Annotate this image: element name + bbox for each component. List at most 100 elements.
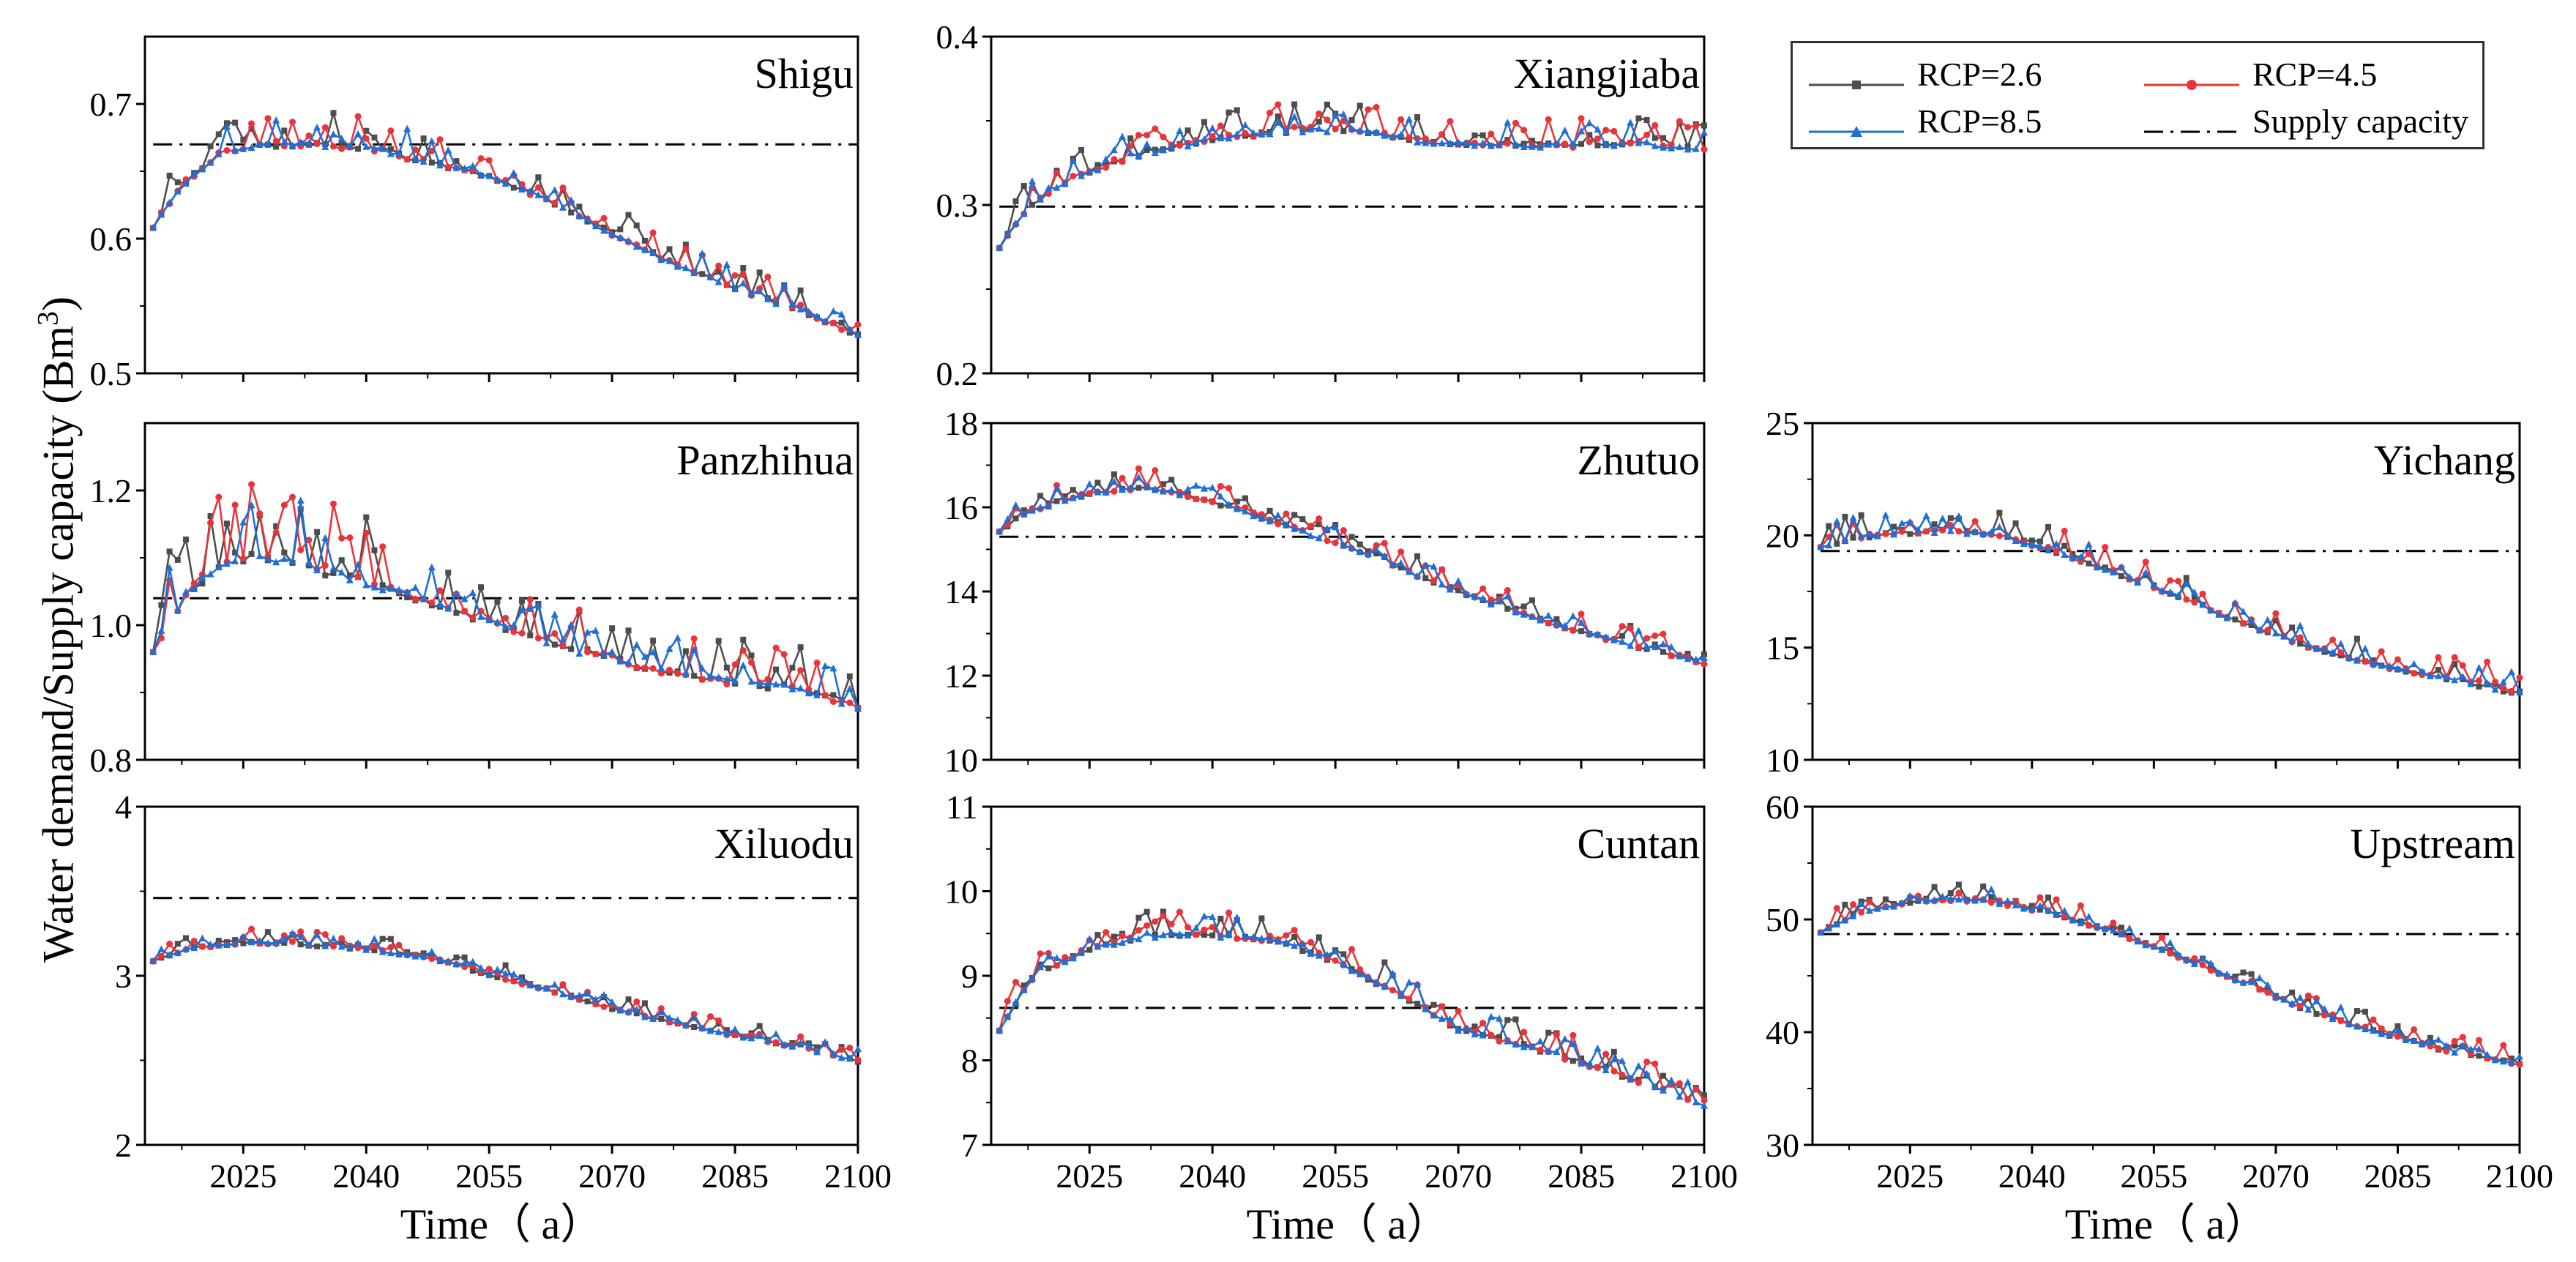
- data-point: [1102, 155, 1110, 163]
- data-point: [1463, 589, 1471, 597]
- data-point: [641, 1000, 648, 1007]
- data-point: [1471, 141, 1479, 149]
- data-point: [1110, 488, 1118, 495]
- data-point: [288, 929, 296, 937]
- data-point: [1283, 932, 1290, 939]
- data-point: [1528, 1042, 1536, 1050]
- data-point: [509, 169, 518, 176]
- data-point: [1931, 521, 1938, 528]
- data-point: [838, 326, 845, 333]
- data-point: [264, 115, 272, 122]
- data-point: [453, 610, 460, 616]
- data-point: [1192, 931, 1200, 938]
- data-point: [1841, 916, 1849, 924]
- data-point: [1979, 530, 1987, 537]
- data-point: [1643, 138, 1651, 146]
- data-point: [2190, 588, 2198, 596]
- data-point: [567, 196, 575, 204]
- data-point: [1692, 1086, 1700, 1093]
- data-point: [1430, 562, 1438, 570]
- panel-zhutuo: 10 12 14 16 18 Zhutuo: [944, 405, 1708, 779]
- data-point: [747, 1034, 755, 1042]
- data-point: [2142, 559, 2149, 566]
- data-point: [1209, 124, 1217, 132]
- data-point: [2418, 668, 2426, 675]
- data-point: [2239, 979, 2247, 986]
- data-point: [1700, 128, 1708, 136]
- data-point: [1578, 115, 1585, 122]
- data-point: [2167, 577, 2174, 584]
- data-point: [1348, 946, 1356, 953]
- data-point: [845, 684, 854, 692]
- data-point: [362, 946, 370, 953]
- y-tick-label: 2: [115, 1127, 132, 1164]
- legend: RCP=2.6 RCP=4.5 RCP=8.5 Supply capacity: [1791, 41, 2484, 149]
- data-point: [173, 606, 182, 614]
- data-point: [2427, 1034, 2433, 1041]
- data-point: [723, 1029, 731, 1037]
- data-point: [1479, 139, 1487, 146]
- data-point: [1258, 514, 1266, 521]
- y-tick-label: 0.2: [936, 355, 979, 392]
- data-point: [715, 262, 723, 269]
- data-point: [657, 664, 665, 671]
- data-point: [1053, 485, 1061, 492]
- data-point: [1569, 1039, 1577, 1048]
- data-point: [468, 162, 477, 169]
- data-point: [1578, 628, 1585, 635]
- data-point: [2101, 924, 2109, 932]
- data-point: [1643, 1069, 1651, 1078]
- data-point: [1012, 979, 1020, 986]
- data-point: [452, 589, 460, 597]
- data-point: [2150, 580, 2158, 589]
- data-point: [1504, 605, 1511, 612]
- data-point: [436, 136, 444, 143]
- data-point: [2093, 922, 2101, 930]
- data-point: [1045, 184, 1053, 192]
- data-point: [1020, 982, 1027, 989]
- data-point: [706, 1013, 714, 1020]
- data-point: [1176, 142, 1183, 149]
- data-point: [337, 942, 346, 950]
- data-point: [297, 928, 305, 936]
- data-point: [1545, 141, 1553, 148]
- data-point: [813, 660, 821, 667]
- data-point: [1520, 143, 1528, 150]
- data-point: [1684, 145, 1692, 153]
- data-point: [1963, 530, 1971, 537]
- data-point: [2086, 560, 2092, 567]
- data-point: [272, 138, 280, 145]
- data-point: [215, 938, 222, 944]
- data-point: [272, 558, 280, 566]
- data-point: [641, 1012, 649, 1020]
- data-point: [600, 226, 608, 234]
- data-point: [378, 586, 387, 594]
- data-point: [649, 665, 657, 672]
- data-point: [666, 666, 673, 673]
- data-point: [1069, 954, 1077, 962]
- data-point: [1668, 643, 1676, 651]
- data-point: [166, 548, 173, 555]
- data-point: [2516, 1061, 2523, 1068]
- data-point: [1160, 930, 1168, 938]
- data-point: [2353, 635, 2360, 642]
- y-tick-label: 1.0: [90, 607, 132, 644]
- data-point: [723, 261, 731, 268]
- data-point: [1274, 119, 1282, 126]
- data-point: [329, 943, 337, 950]
- data-point: [1438, 131, 1446, 138]
- data-point: [289, 493, 296, 501]
- data-point: [2483, 679, 2491, 687]
- data-point: [1119, 474, 1126, 482]
- data-point: [1381, 539, 1388, 547]
- data-point: [1340, 541, 1348, 548]
- data-point: [2272, 617, 2279, 624]
- data-point: [1553, 1048, 1561, 1056]
- data-point: [1233, 935, 1241, 942]
- data-point: [1955, 881, 1962, 888]
- data-point: [2215, 611, 2223, 618]
- data-point: [1340, 110, 1348, 118]
- data-point: [1135, 465, 1143, 472]
- data-point: [1110, 146, 1118, 154]
- data-point: [797, 667, 804, 674]
